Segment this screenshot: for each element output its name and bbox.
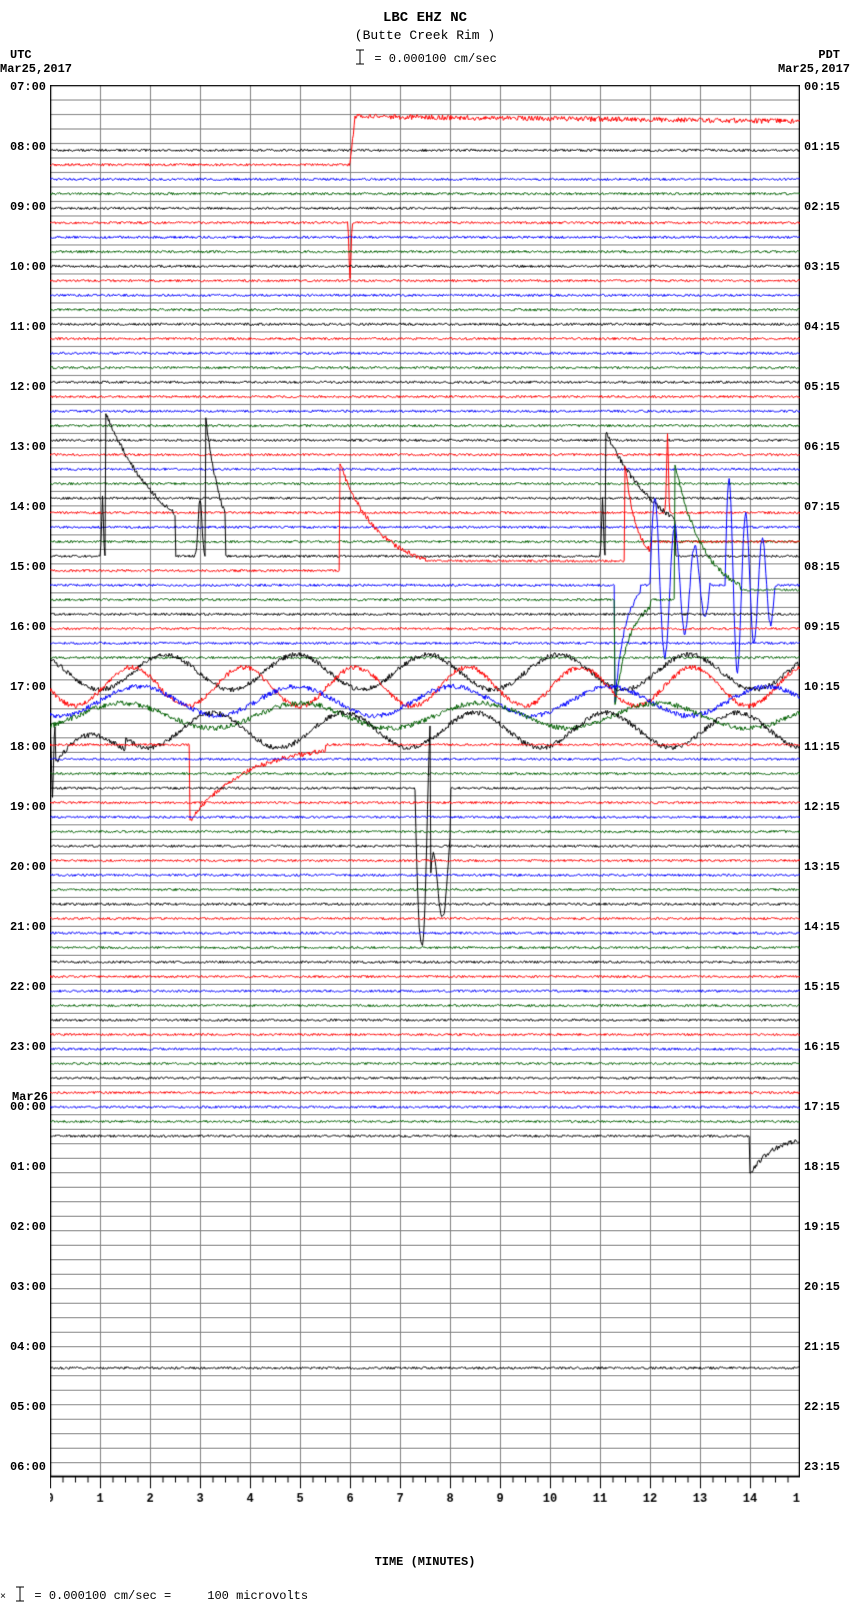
- right-time-label: 20:15: [804, 1281, 850, 1293]
- right-time-label: 14:15: [804, 921, 850, 933]
- right-time-label: 03:15: [804, 261, 850, 273]
- left-time-label: 09:00: [0, 201, 46, 213]
- scale-bar-icon: [353, 48, 367, 70]
- footer-scale-text: = 0.000100 cm/sec =: [34, 1589, 171, 1603]
- right-time-label: 08:15: [804, 561, 850, 573]
- left-time-label: 15:00: [0, 561, 46, 573]
- left-tz-label: UTC: [10, 48, 32, 62]
- left-time-label: 18:00: [0, 741, 46, 753]
- left-date-label: Mar25,2017: [0, 62, 72, 76]
- right-time-label: 18:15: [804, 1161, 850, 1173]
- left-time-label: 04:00: [0, 1341, 46, 1353]
- right-time-label: 09:15: [804, 621, 850, 633]
- x-axis-label: TIME (MINUTES): [50, 1555, 800, 1569]
- left-time-label: 19:00: [0, 801, 46, 813]
- right-time-label: 00:15: [804, 81, 850, 93]
- right-time-label: 05:15: [804, 381, 850, 393]
- left-time-label: 10:00: [0, 261, 46, 273]
- left-time-label: 06:00: [0, 1461, 46, 1473]
- right-time-label: 21:15: [804, 1341, 850, 1353]
- right-date-label: Mar25,2017: [778, 62, 850, 76]
- footer-scale-prefix: ×: [0, 1592, 6, 1603]
- right-time-label: 06:15: [804, 441, 850, 453]
- right-time-label: 10:15: [804, 681, 850, 693]
- station-subtitle: (Butte Creek Rim ): [0, 28, 850, 43]
- left-time-label: 07:00: [0, 81, 46, 93]
- scale-indicator: = 0.000100 cm/sec: [0, 48, 850, 70]
- right-time-label: 16:15: [804, 1041, 850, 1053]
- right-time-label: 23:15: [804, 1461, 850, 1473]
- left-time-label: 20:00: [0, 861, 46, 873]
- seismogram-page: LBC EHZ NC (Butte Creek Rim ) = 0.000100…: [0, 0, 850, 1613]
- left-time-label: 12:00: [0, 381, 46, 393]
- left-time-axis: 07:0008:0009:0010:0011:0012:0013:0014:00…: [0, 85, 48, 1525]
- left-time-label: 21:00: [0, 921, 46, 933]
- right-time-axis: 00:1501:1502:1503:1504:1505:1506:1507:15…: [802, 85, 850, 1525]
- footer-scale: × = 0.000100 cm/sec = 100 microvolts: [0, 1585, 308, 1607]
- left-time-label: 08:00: [0, 141, 46, 153]
- right-time-label: 01:15: [804, 141, 850, 153]
- right-time-label: 22:15: [804, 1401, 850, 1413]
- footer-microvolts: 100 microvolts: [207, 1589, 308, 1603]
- left-time-label: 11:00: [0, 321, 46, 333]
- scale-value: = 0.000100 cm/sec: [374, 52, 496, 66]
- right-time-label: 19:15: [804, 1221, 850, 1233]
- right-time-label: 17:15: [804, 1101, 850, 1113]
- right-tz-label: PDT: [818, 48, 840, 62]
- left-time-label: 02:00: [0, 1221, 46, 1233]
- seismogram-plot: [50, 85, 800, 1525]
- left-time-label: 22:00: [0, 981, 46, 993]
- station-title: LBC EHZ NC: [0, 10, 850, 28]
- left-time-label: 00:00: [0, 1101, 46, 1113]
- right-time-label: 12:15: [804, 801, 850, 813]
- footer-scale-bar-icon: [13, 1585, 27, 1607]
- left-time-label: 23:00: [0, 1041, 46, 1053]
- left-time-label: 03:00: [0, 1281, 46, 1293]
- header: LBC EHZ NC (Butte Creek Rim ) = 0.000100…: [0, 10, 850, 80]
- left-time-label: 14:00: [0, 501, 46, 513]
- right-time-label: 13:15: [804, 861, 850, 873]
- left-time-label: 16:00: [0, 621, 46, 633]
- left-time-label: 05:00: [0, 1401, 46, 1413]
- left-time-label: 01:00: [0, 1161, 46, 1173]
- right-time-label: 15:15: [804, 981, 850, 993]
- right-time-label: 04:15: [804, 321, 850, 333]
- left-time-label: 17:00: [0, 681, 46, 693]
- left-time-label: 13:00: [0, 441, 46, 453]
- right-time-label: 11:15: [804, 741, 850, 753]
- right-time-label: 07:15: [804, 501, 850, 513]
- right-time-label: 02:15: [804, 201, 850, 213]
